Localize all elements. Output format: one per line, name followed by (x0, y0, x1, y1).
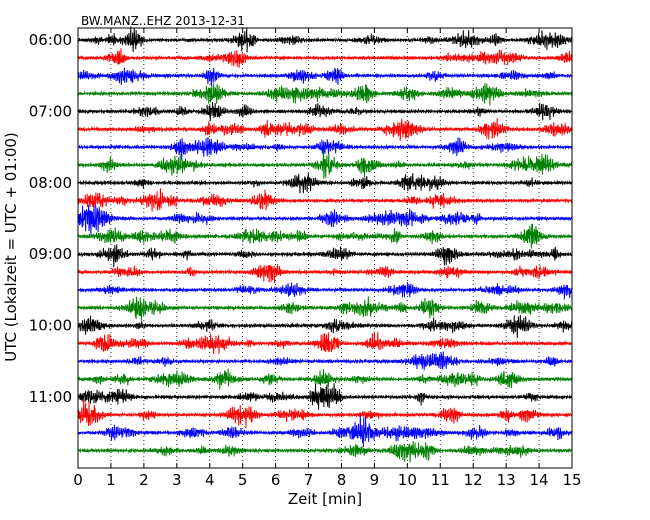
grid-lines (110, 28, 540, 468)
seismic-trace (77, 296, 573, 321)
chart-title: BW.MANZ..EHZ 2013-12-31 (81, 14, 245, 28)
seismic-trace (77, 414, 573, 448)
seismic-trace (77, 102, 573, 121)
seismic-trace (77, 137, 573, 161)
seismic-traces (77, 26, 573, 463)
y-tick-label: 06:00 (29, 31, 72, 49)
x-tick-label: 7 (304, 471, 314, 489)
seismic-trace (77, 331, 573, 354)
seismic-trace (77, 150, 573, 179)
y-tick-label: 07:00 (29, 102, 72, 120)
y-tick-label: 08:00 (29, 174, 72, 192)
seismic-trace (77, 399, 573, 429)
y-tick-label: 10:00 (29, 317, 72, 335)
x-tick-label: 9 (370, 471, 380, 489)
x-tick-label: 3 (172, 471, 182, 489)
x-tick-label: 8 (337, 471, 347, 489)
seismic-trace (77, 173, 573, 194)
x-tick-label: 14 (530, 471, 549, 489)
seismic-trace (77, 188, 573, 212)
seismic-trace (77, 264, 573, 284)
x-tick-label: 1 (106, 471, 116, 489)
seismic-trace (77, 82, 573, 106)
seismic-trace (77, 67, 573, 87)
x-tick-label: 5 (238, 471, 248, 489)
seismic-trace (77, 223, 573, 249)
seismic-trace (77, 118, 573, 141)
x-tick-label: 13 (497, 471, 516, 489)
seismic-trace (77, 204, 573, 237)
x-tick-label: 10 (398, 471, 417, 489)
x-tick-label: 4 (205, 471, 215, 489)
seismic-trace (77, 441, 573, 463)
x-tick-label: 12 (464, 471, 483, 489)
seismic-trace (77, 315, 573, 338)
seismic-trace (77, 48, 573, 69)
seismic-trace (77, 383, 573, 410)
x-axis-ticks: 0 1 2 3 4 5 6 7 8 9 10 11 12 13 14 15 (73, 28, 582, 489)
x-axis-label: Zeit [min] (288, 490, 362, 508)
y-tick-label: 09:00 (29, 245, 72, 263)
x-tick-label: 11 (431, 471, 450, 489)
seismic-trace (77, 244, 573, 268)
x-tick-label: 0 (73, 471, 83, 489)
seismic-trace (77, 368, 573, 390)
plot-frame (77, 27, 573, 469)
y-tick-label: 11:00 (29, 388, 72, 406)
y-axis-ticks: 06:00 07:00 08:00 09:00 10:00 11:00 (29, 31, 572, 406)
x-tick-label: 2 (139, 471, 149, 489)
seismic-trace (77, 282, 573, 300)
x-tick-label: 15 (562, 471, 581, 489)
x-tick-label: 6 (271, 471, 281, 489)
seismic-trace (77, 26, 573, 53)
y-axis-label: UTC (Lokalzeit = UTC + 01:00) (2, 132, 20, 362)
seismic-trace (77, 351, 573, 371)
